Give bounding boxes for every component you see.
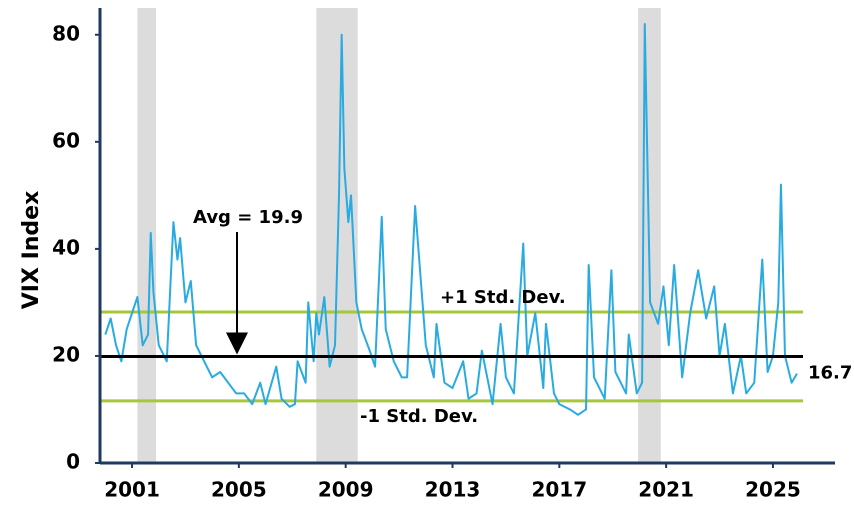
x-tick-label: 2001 — [104, 478, 160, 502]
x-tick-label: 2013 — [425, 478, 481, 502]
vix-line — [104, 23, 798, 416]
y-tick-label: 40 — [52, 235, 80, 259]
x-tick-label: 2009 — [318, 478, 374, 502]
x-tick-label: 2021 — [638, 478, 694, 502]
upper-band-label: +1 Std. Dev. — [440, 287, 566, 308]
recession-shading — [137, 8, 157, 463]
y-axis-label: VIX Index — [19, 191, 44, 310]
x-tick-label: 2025 — [745, 478, 801, 502]
y-tick-label: 60 — [52, 128, 80, 152]
last-value-label: 16.7 — [808, 363, 852, 384]
x-tick-label: 2005 — [211, 478, 267, 502]
y-tick-label: 0 — [66, 450, 80, 474]
x-tick-label: 2017 — [531, 478, 587, 502]
arrow-head — [226, 332, 248, 355]
y-tick-label: 80 — [52, 21, 80, 45]
average-annotation: Avg = 19.9 — [193, 207, 303, 228]
y-tick-label: 20 — [52, 342, 80, 366]
lower-band-label: -1 Std. Dev. — [360, 406, 478, 427]
